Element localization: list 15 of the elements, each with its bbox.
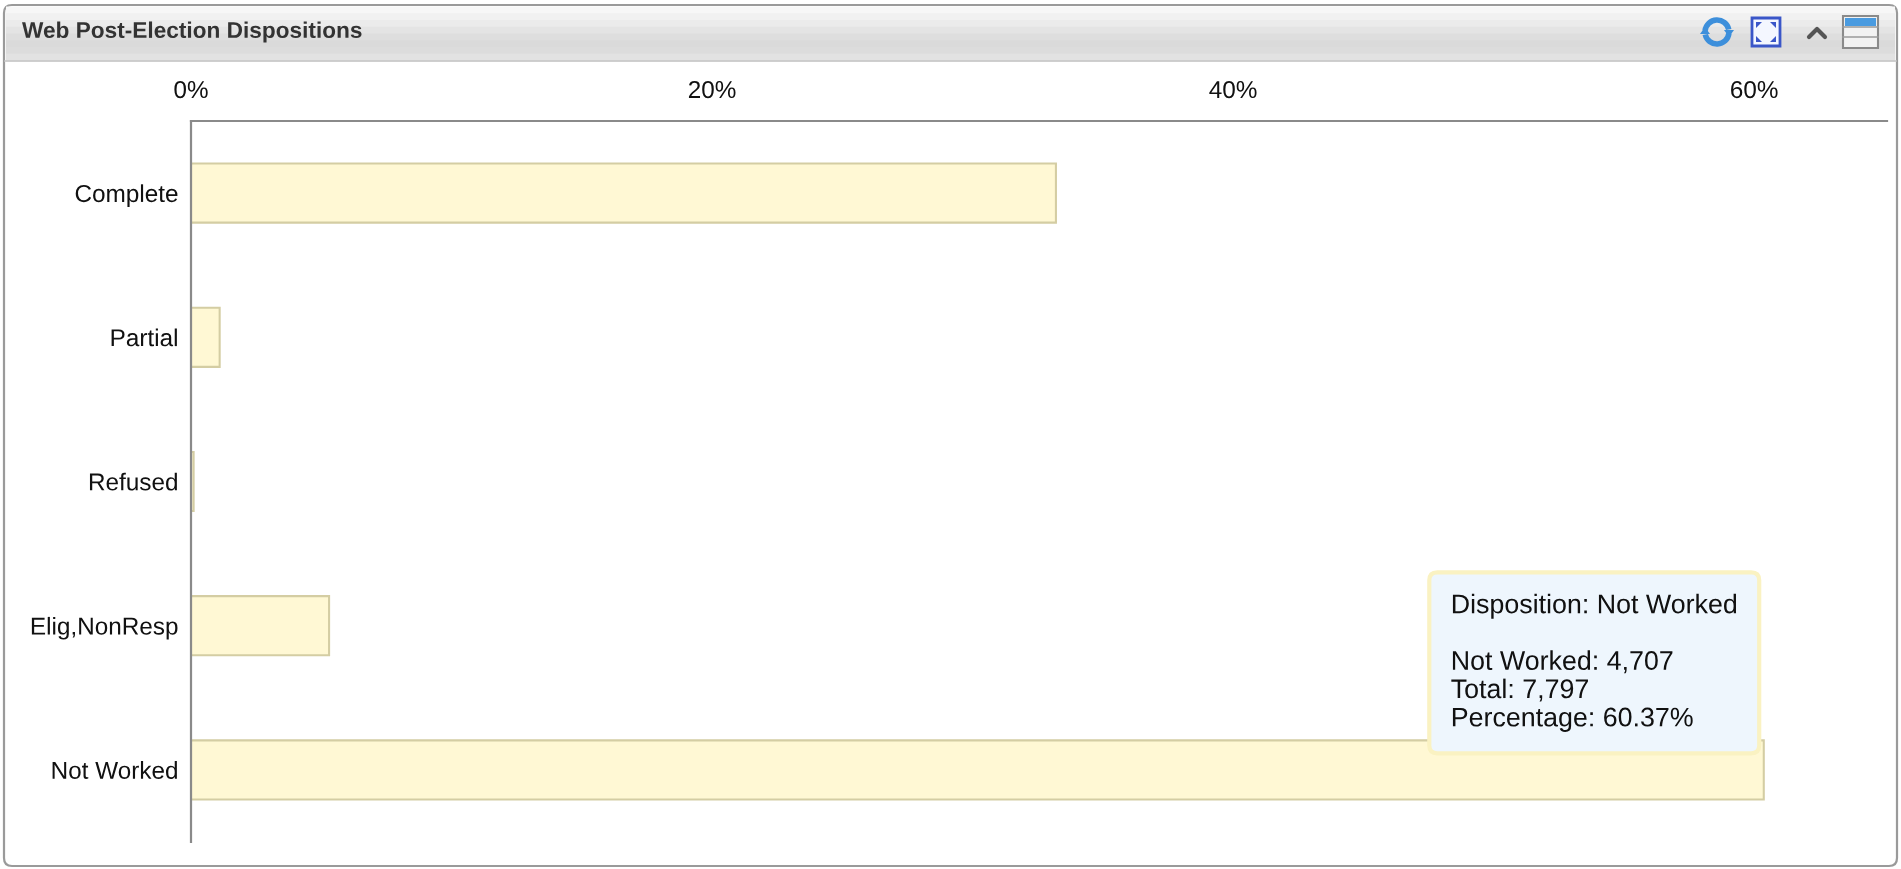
bar [191,739,1765,801]
bar [191,306,221,368]
y-tick-label: Elig,NonResp [31,616,178,640]
x-tick-label: 60% [1731,80,1778,99]
y-tick-label: Not Worked [52,761,177,779]
annotation: Disposition: Not Worked Not Worked: 4,707 Total: 7,797 Percentage: 60.37% [1451,593,1737,732]
x-tick-label: 20% [688,80,736,99]
x-tick-label: 40% [1209,80,1257,99]
x-tick-label: 0% [174,80,208,99]
y-tick-label: Complete [75,184,178,207]
chart-title: Web Post-Election Dispositions [22,21,362,43]
y-tick-label: Refused [89,472,177,491]
y-tick-label: Partial [111,328,177,347]
bar [191,162,1057,224]
bar [191,595,331,657]
